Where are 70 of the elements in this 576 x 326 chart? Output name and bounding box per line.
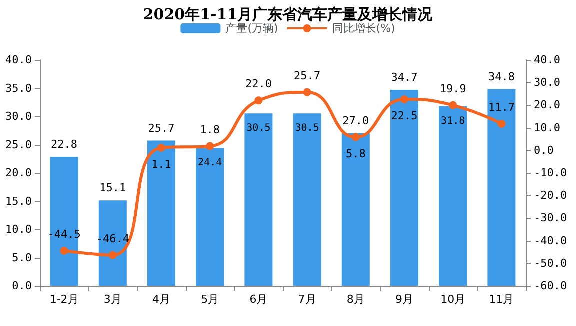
x-tick-label: 7月 [298,293,316,306]
bar [196,148,224,286]
x-tick-label: 6月 [250,293,268,306]
point [400,96,408,104]
point [254,96,263,105]
data-label: 22.8 [51,138,78,152]
point [206,142,214,150]
y-tick-label: 0.0 [12,280,32,292]
bar [439,106,468,286]
data-label: 1.8 [200,123,220,136]
point [498,120,506,128]
y2-tick-label: -60.0 [534,280,568,292]
bar [50,157,78,286]
data-label: 30.5 [246,123,271,134]
x-tick-label: 10月 [440,293,466,306]
y2-tick-label: 0.0 [534,144,554,157]
y2-tick-label: -50.0 [534,256,568,270]
data-label: 34.8 [488,70,515,84]
x-tick-label: 9月 [396,293,414,306]
x-tick-label: 11月 [489,293,514,306]
y2-tick-label: 10.0 [534,121,560,134]
legend-label: 同比增长(%) [332,22,396,35]
y-tick-label: 30.0 [6,110,32,123]
x-tick-label: 5月 [201,293,220,306]
y2-tick-label: -10.0 [534,166,568,180]
legend-label: 产量(万辆) [226,22,278,35]
point [60,246,68,255]
chart-title: 2020年1-11月广东省汽车产量及增长情况 [143,6,434,24]
x-tick-label: 1-2月 [50,293,79,306]
x-tick-label: 4月 [152,293,170,306]
x-tick-label: 3月 [104,293,122,306]
point [158,144,166,152]
data-label: 5.8 [346,147,366,160]
point [303,88,312,96]
y-tick-label: 35.0 [6,82,32,95]
data-label: 22.0 [245,78,272,91]
data-label: 15.1 [100,182,126,195]
y-tick-label: 10.0 [6,223,32,236]
x-tick-label: 8月 [346,293,365,306]
data-label: 19.9 [440,82,466,96]
y2-tick-label: -30.0 [534,212,568,225]
data-label: 34.7 [391,70,418,84]
y2-tick-label: 30.0 [534,76,560,90]
bar [244,114,273,286]
bar [293,114,322,286]
y2-tick-label: 40.0 [534,54,560,66]
data-label: 24.4 [198,158,222,169]
bar [488,89,516,286]
data-label: 25.7 [294,69,321,82]
y2-tick-label: 20.0 [534,98,560,112]
point [352,133,360,142]
y-tick-label: 40.0 [6,54,32,66]
y2-tick-label: -20.0 [534,189,568,202]
y-tick-label: 5.0 [12,251,32,264]
y2-tick-label: -40.0 [534,234,568,248]
data-label: 11.7 [488,100,515,114]
data-label: 25.7 [148,122,175,135]
data-label: 1.1 [152,158,172,171]
bar [342,133,370,286]
data-label: 27.0 [342,114,370,128]
data-label: 31.8 [441,116,466,127]
data-label: 22.5 [391,110,418,123]
y-tick-label: 15.0 [6,194,32,208]
bar [390,90,418,286]
y-tick-label: 20.0 [6,166,32,180]
point [449,101,458,110]
y-tick-label: 25.0 [6,138,32,152]
bar [148,140,176,286]
data-label: 30.5 [295,123,320,134]
point [108,251,117,260]
